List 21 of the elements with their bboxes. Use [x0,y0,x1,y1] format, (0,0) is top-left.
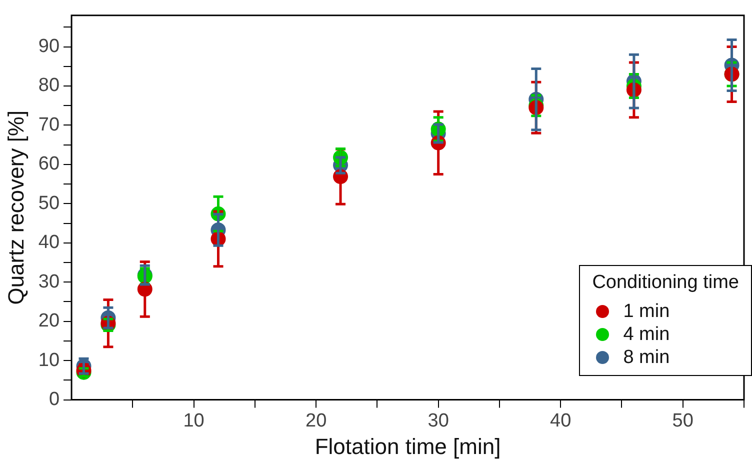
y-tick-label: 60 [38,154,60,175]
x-axis-title: Flotation time [min] [314,434,501,459]
y-tick-label: 40 [38,232,60,254]
y-tick-label: 30 [38,271,60,292]
y-tick-label: 10 [38,350,60,371]
y-axis-title: Quartz recovery [%] [3,110,28,305]
y-tick-label: 80 [38,75,60,96]
y-tick-label: 50 [38,192,60,214]
y-tick-label: 0 [48,389,60,410]
x-tick-label: 40 [550,410,572,432]
x-tick-label: 20 [305,410,327,432]
x-tick-label: 10 [183,410,204,432]
legend-label: 8 min [623,346,670,368]
y-tick-label: 70 [38,114,60,136]
legend-label: 4 min [623,324,670,346]
y-tick-label: 90 [38,36,60,58]
x-tick-label: 50 [672,410,694,432]
x-tick-label: 30 [428,410,449,432]
y-tick-label: 20 [38,310,60,332]
legend-title: Conditioning time [592,272,739,294]
legend-label: 1 min [623,300,670,322]
